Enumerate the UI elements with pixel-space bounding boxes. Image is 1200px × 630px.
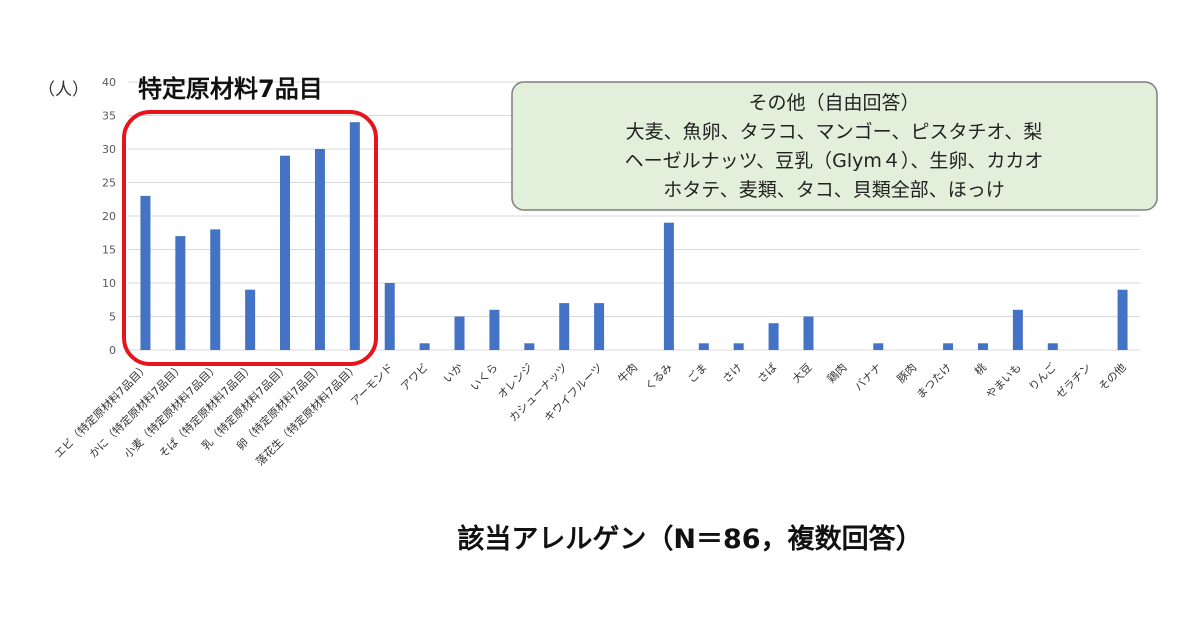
bar — [663, 222, 674, 350]
annotation-line-3: ホタテ、麦類、タコ、貝類全部、ほっけ — [663, 179, 1004, 201]
highlight-title: 特定原材料7品目 — [138, 75, 323, 103]
bar — [594, 303, 605, 350]
bar — [419, 343, 430, 350]
category-label: 桃 — [971, 360, 989, 378]
y-tick-label: 40 — [102, 76, 116, 89]
annotation-box: その他（自由回答） 大麦、魚卵、タラコ、マンゴー、ピスタチオ、梨 ヘーゼルナッツ… — [511, 81, 1158, 211]
x-axis-categories: エビ（特定原材料7品目）かに（特定原材料7品目）小麦（特定原材料7品目）そば（特… — [51, 360, 1129, 468]
category-label: くるみ — [643, 361, 675, 393]
category-label: 大豆 — [789, 360, 814, 385]
category-label: ごま — [684, 360, 709, 385]
bar — [140, 195, 151, 350]
bar — [977, 343, 988, 350]
y-unit-label: （人） — [38, 80, 89, 100]
category-label: さけ — [720, 361, 745, 386]
y-tick-label: 15 — [102, 244, 116, 257]
bar — [175, 236, 186, 350]
bar — [1047, 343, 1058, 350]
bar — [454, 316, 465, 350]
category-label: 鶏肉 — [824, 360, 849, 385]
bar — [768, 323, 779, 350]
category-label: いか — [441, 361, 466, 386]
y-tick-label: 5 — [109, 311, 116, 324]
bar — [524, 343, 535, 350]
annotation-line-2: ヘーゼルナッツ、豆乳（Glym４）、生卵、カカオ — [625, 150, 1044, 172]
bar — [803, 316, 814, 350]
category-label: アワビ — [398, 361, 431, 394]
category-label: ゼラチン — [1053, 361, 1093, 401]
bar — [384, 283, 395, 350]
bar — [314, 149, 325, 350]
bars — [140, 122, 1128, 350]
bar — [280, 155, 291, 350]
x-axis-title: 該当アレルゲン（N＝86，複数回答） — [457, 523, 922, 555]
category-label: バナナ — [852, 361, 885, 394]
bar — [489, 309, 500, 350]
y-tick-label: 35 — [102, 110, 116, 123]
annotation-line-1: 大麦、魚卵、タラコ、マンゴー、ピスタチオ、梨 — [626, 121, 1043, 143]
bar — [943, 343, 954, 350]
category-label: その他 — [1096, 361, 1129, 394]
category-label: いくら — [468, 361, 501, 394]
bar — [1012, 309, 1023, 350]
bar — [698, 343, 709, 350]
bar — [245, 289, 256, 350]
category-label: りんご — [1026, 360, 1059, 393]
annotation-box-bg — [511, 81, 1158, 211]
y-tick-label: 0 — [109, 344, 116, 357]
y-tick-label: 20 — [102, 210, 116, 223]
category-label: 豚肉 — [895, 361, 920, 386]
category-label: やまいも — [984, 361, 1024, 401]
bar — [1117, 289, 1128, 350]
bar — [733, 343, 744, 350]
category-label: さば — [755, 361, 780, 386]
bar — [349, 122, 360, 350]
y-axis-ticks: 0 5 10 15 20 25 30 35 40 — [102, 76, 116, 357]
y-tick-label: 25 — [102, 177, 116, 190]
bar — [873, 343, 884, 350]
y-tick-label: 30 — [102, 143, 116, 156]
bar — [559, 303, 570, 350]
annotation-title: その他（自由回答） — [748, 92, 919, 114]
bar — [210, 229, 221, 350]
category-label: まつたけ — [914, 361, 954, 401]
category-label: 牛肉 — [615, 360, 640, 385]
y-tick-label: 10 — [102, 277, 116, 290]
highlight-frame — [122, 110, 378, 366]
